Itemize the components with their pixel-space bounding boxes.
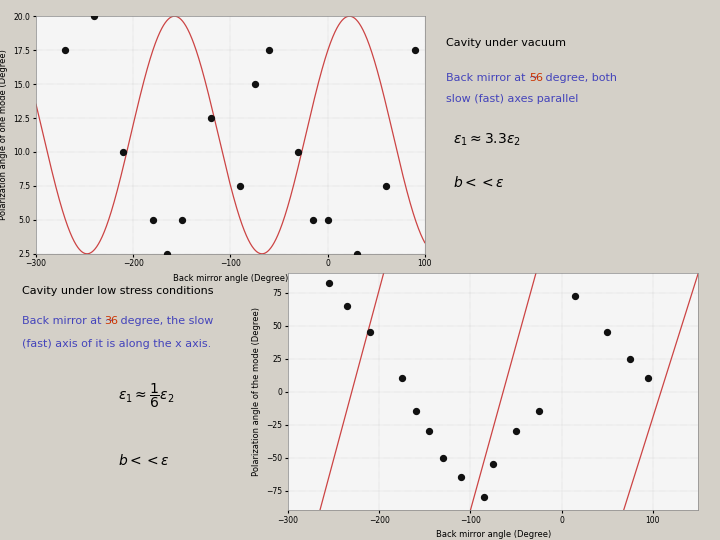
Point xyxy=(478,493,490,502)
Text: slow (fast) axes parallel: slow (fast) axes parallel xyxy=(446,94,579,105)
Text: Cavity under vacuum: Cavity under vacuum xyxy=(446,38,567,48)
Point xyxy=(235,181,246,190)
Point xyxy=(570,292,581,301)
Text: 56: 56 xyxy=(529,73,543,83)
Point xyxy=(423,427,435,435)
Point xyxy=(264,46,275,55)
Text: $\varepsilon_1 \approx 3.3\varepsilon_2$: $\varepsilon_1 \approx 3.3\varepsilon_2$ xyxy=(453,131,521,148)
Text: Back mirror at ~: Back mirror at ~ xyxy=(22,316,114,326)
X-axis label: Back mirror angle (Degree): Back mirror angle (Degree) xyxy=(173,274,288,283)
Point xyxy=(322,215,333,224)
Text: 36: 36 xyxy=(104,316,118,326)
Point xyxy=(410,407,421,416)
Point xyxy=(147,215,158,224)
Text: $\varepsilon_1 \approx \dfrac{1}{6}\varepsilon_2$: $\varepsilon_1 \approx \dfrac{1}{6}\vare… xyxy=(118,381,175,410)
Point xyxy=(456,473,467,482)
Text: degree, both: degree, both xyxy=(542,73,617,83)
Point xyxy=(341,301,353,310)
Point xyxy=(292,147,305,156)
Text: degree, the slow: degree, the slow xyxy=(117,316,214,326)
Text: Cavity under low stress conditions: Cavity under low stress conditions xyxy=(22,286,213,296)
Text: $b << \varepsilon$: $b << \varepsilon$ xyxy=(118,453,170,468)
Point xyxy=(410,46,421,55)
Point xyxy=(364,328,376,336)
Text: (fast) axis of it is along the x axis.: (fast) axis of it is along the x axis. xyxy=(22,339,211,349)
Point xyxy=(176,215,187,224)
Point xyxy=(510,427,522,435)
Point xyxy=(89,12,100,21)
Point xyxy=(323,279,335,288)
X-axis label: Back mirror angle (Degree): Back mirror angle (Degree) xyxy=(436,530,551,539)
Point xyxy=(624,354,636,363)
Y-axis label: Polarization angle of the mode (Degree): Polarization angle of the mode (Degree) xyxy=(252,307,261,476)
Point xyxy=(380,181,392,190)
Point xyxy=(351,249,363,258)
Point xyxy=(601,328,613,336)
Point xyxy=(249,80,261,89)
Point xyxy=(642,374,654,383)
Point xyxy=(396,374,408,383)
Point xyxy=(487,460,499,468)
Text: Back mirror at ~: Back mirror at ~ xyxy=(446,73,539,83)
Point xyxy=(59,46,71,55)
Point xyxy=(117,147,130,156)
Point xyxy=(205,114,217,123)
Point xyxy=(307,215,319,224)
Point xyxy=(437,453,449,462)
Point xyxy=(161,249,173,258)
Point xyxy=(533,407,544,416)
Y-axis label: Polarization angle of one mode (Degree): Polarization angle of one mode (Degree) xyxy=(0,50,8,220)
Text: $b << \varepsilon$: $b << \varepsilon$ xyxy=(453,175,505,190)
